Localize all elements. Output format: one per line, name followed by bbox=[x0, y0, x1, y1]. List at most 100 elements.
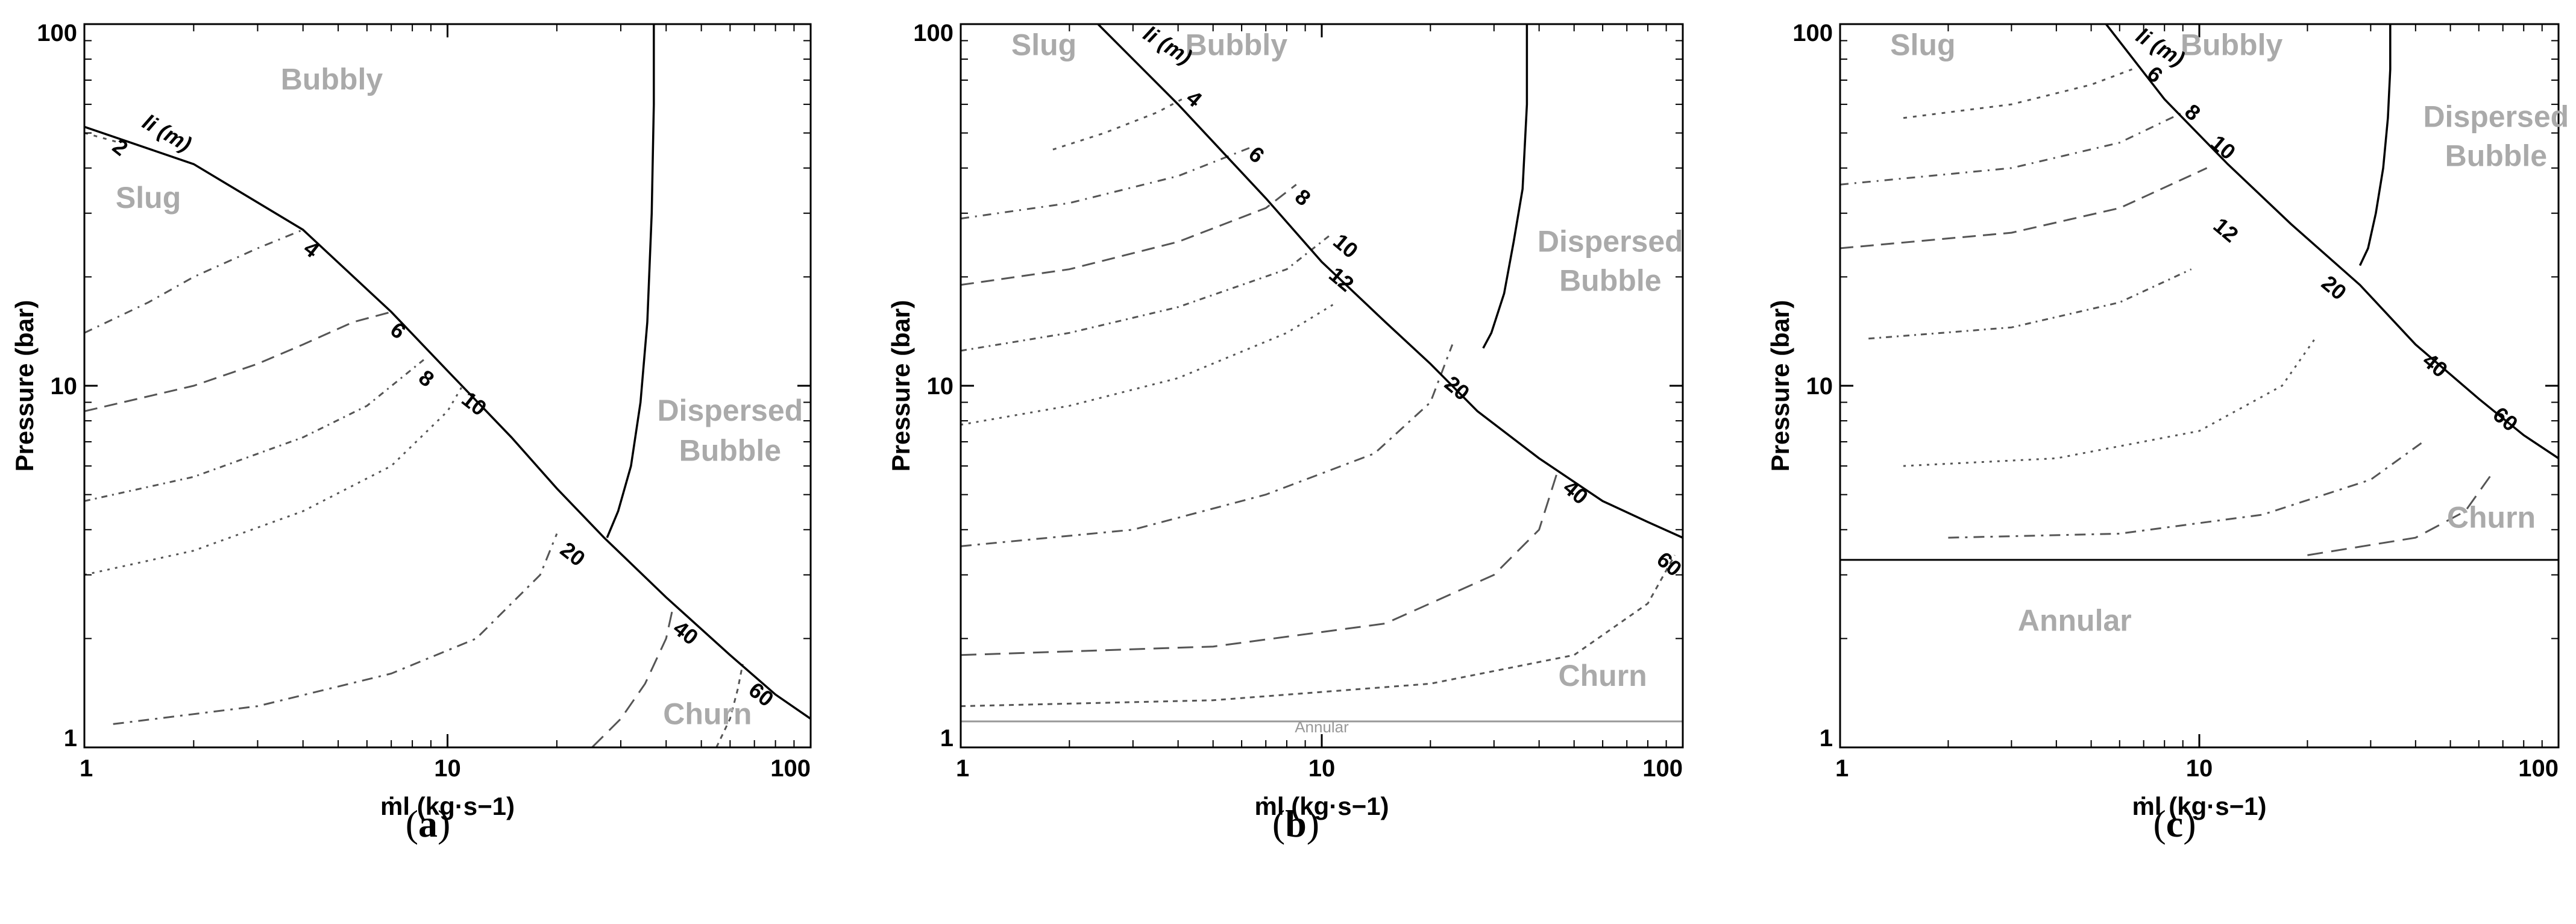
length-curve-60 bbox=[961, 555, 1676, 708]
length-curve-40 bbox=[591, 603, 675, 747]
region-label-slug: Slug bbox=[116, 181, 181, 215]
length-curve-8 bbox=[1840, 112, 2184, 186]
region-label-churn: Churn bbox=[663, 697, 752, 731]
y-axis-title: Pressure (bar) bbox=[1766, 300, 1794, 472]
length-curve-40 bbox=[961, 471, 1559, 656]
regime-boundary-curve-2 bbox=[2358, 24, 2392, 266]
length-curve-label-4: 4 bbox=[1182, 85, 1207, 112]
length-curve-4 bbox=[1052, 98, 1183, 151]
region-label-bubble: Bubble bbox=[1559, 264, 1661, 298]
length-curve-label-6: 6 bbox=[386, 317, 410, 344]
y-tick-label-1: 1 bbox=[940, 725, 953, 752]
y-tick-label-100: 100 bbox=[913, 20, 953, 46]
length-curve-10 bbox=[961, 234, 1330, 352]
x-tick-label-10: 10 bbox=[2186, 755, 2213, 782]
length-curve-12 bbox=[961, 301, 1337, 426]
length-curve-label-10: 10 bbox=[1328, 228, 1363, 263]
region-label-bubble: Bubble bbox=[2445, 139, 2547, 173]
region-label-slug: Slug bbox=[1890, 28, 1955, 62]
plot-area bbox=[84, 24, 811, 747]
x-tick-label-10: 10 bbox=[434, 755, 461, 782]
length-curve-title: li (m) bbox=[139, 109, 196, 157]
length-curve-20 bbox=[961, 344, 1454, 547]
region-label-slug: Slug bbox=[1011, 28, 1076, 62]
region-label-bubbly: Bubbly bbox=[2181, 28, 2283, 62]
region-label-annular: Annular bbox=[2018, 604, 2132, 638]
length-curve-4 bbox=[84, 228, 304, 334]
length-curve-label-20: 20 bbox=[556, 537, 590, 571]
region-label-bubbly: Bubbly bbox=[281, 62, 383, 96]
chart-panel-b: 1 10 100 1 10 100 ṁl (kg·s−1) Pressure (bar) Slu… bbox=[887, 20, 1686, 820]
region-label-dispersed: Dispersed bbox=[1538, 224, 1683, 258]
x-axis-title: ṁl (kg·s−1) bbox=[2132, 792, 2267, 820]
length-curve-12 bbox=[1868, 268, 2192, 340]
caption-a: (a) bbox=[405, 802, 451, 845]
region-label-dispersed: Dispersed bbox=[657, 394, 803, 427]
x-tick-label-100: 100 bbox=[1642, 755, 1683, 782]
length-curve-label-20: 20 bbox=[1440, 371, 1474, 405]
y-tick-label-10: 10 bbox=[51, 373, 78, 400]
length-curve-6 bbox=[84, 311, 392, 412]
region-label-churn: Churn bbox=[1559, 659, 1647, 693]
x-tick-label-1: 1 bbox=[1835, 755, 1849, 782]
regime-boundary-curve-1 bbox=[2105, 24, 2559, 459]
length-curve-10 bbox=[84, 385, 463, 576]
x-tick-label-10: 10 bbox=[1308, 755, 1336, 782]
y-tick-label-1: 1 bbox=[1820, 725, 1833, 752]
length-curve-8 bbox=[961, 184, 1297, 286]
caption-c: (c) bbox=[2153, 802, 2196, 845]
x-tick-label-100: 100 bbox=[2518, 755, 2559, 782]
length-curve-40 bbox=[1948, 441, 2424, 539]
chart-panel-c: 1 10 100 1 10 100 ṁl (kg·s−1) Pressure (bar) Slu… bbox=[1766, 20, 2569, 820]
regime-boundary-curve-1 bbox=[1097, 24, 1683, 539]
length-curve-60 bbox=[2307, 471, 2495, 556]
y-axis-title: Pressure (bar) bbox=[10, 300, 39, 472]
chart-panel-a: 1 10 100 1 10 100 ṁl (kg·s−1) Pressure (bar) Bub… bbox=[10, 20, 812, 820]
regime-boundary-curve-2 bbox=[1482, 24, 1528, 349]
length-curve-label-8: 8 bbox=[1290, 184, 1316, 210]
length-curve-label-20: 20 bbox=[2317, 271, 2351, 305]
length-curve-label-40: 40 bbox=[1559, 475, 1593, 509]
plot-frame bbox=[960, 23, 1684, 749]
region-label-dispersed: Dispersed bbox=[2423, 99, 2569, 133]
length-curve-label-40: 40 bbox=[668, 615, 703, 650]
length-curve-label-8: 8 bbox=[2180, 99, 2205, 125]
x-axis-title: ṁl (kg·s−1) bbox=[1255, 792, 1389, 820]
length-curve-label-6: 6 bbox=[1244, 141, 1269, 168]
x-tick-label-100: 100 bbox=[770, 755, 811, 782]
length-curve-6 bbox=[1903, 68, 2133, 119]
caption-b: (b) bbox=[1272, 802, 1320, 845]
region-label-bubble: Bubble bbox=[679, 434, 781, 468]
x-tick-label-1: 1 bbox=[80, 755, 93, 782]
y-tick-label-10: 10 bbox=[927, 373, 954, 400]
plot-area bbox=[961, 24, 1683, 723]
length-curve-label-4: 4 bbox=[299, 236, 324, 263]
regime-boundary-curve-2 bbox=[606, 24, 655, 538]
y-tick-label-1: 1 bbox=[64, 725, 77, 752]
y-axis-title: Pressure (bar) bbox=[887, 300, 915, 472]
region-label-annular: Annular bbox=[1295, 718, 1349, 736]
regime-boundary-curve-1 bbox=[84, 125, 811, 720]
x-tick-label-1: 1 bbox=[956, 755, 969, 782]
y-tick-label-10: 10 bbox=[1806, 373, 1833, 400]
length-curve-label-10: 10 bbox=[457, 386, 491, 421]
length-curve-label-8: 8 bbox=[414, 365, 439, 392]
length-curve-2 bbox=[84, 132, 120, 144]
length-curve-6 bbox=[961, 145, 1255, 220]
length-curve-label-12: 12 bbox=[2209, 213, 2243, 247]
length-curve-label-10: 10 bbox=[2206, 130, 2240, 165]
length-curve-label-2: 2 bbox=[108, 134, 133, 161]
length-curve-label-60: 60 bbox=[1652, 547, 1686, 581]
length-curve-8 bbox=[84, 359, 424, 502]
y-tick-label-100: 100 bbox=[1792, 20, 1833, 46]
length-curve-20 bbox=[1903, 338, 2316, 467]
length-curve-20 bbox=[113, 533, 558, 725]
length-curve-10 bbox=[1840, 167, 2208, 250]
region-label-churn: Churn bbox=[2447, 501, 2536, 535]
region-label-bubbly: Bubbly bbox=[1186, 28, 1288, 62]
x-axis-title: ṁl (kg·s−1) bbox=[380, 792, 515, 820]
y-tick-label-100: 100 bbox=[37, 20, 77, 46]
plot-area bbox=[1840, 24, 2559, 561]
length-curve-label-40: 40 bbox=[2418, 348, 2452, 382]
